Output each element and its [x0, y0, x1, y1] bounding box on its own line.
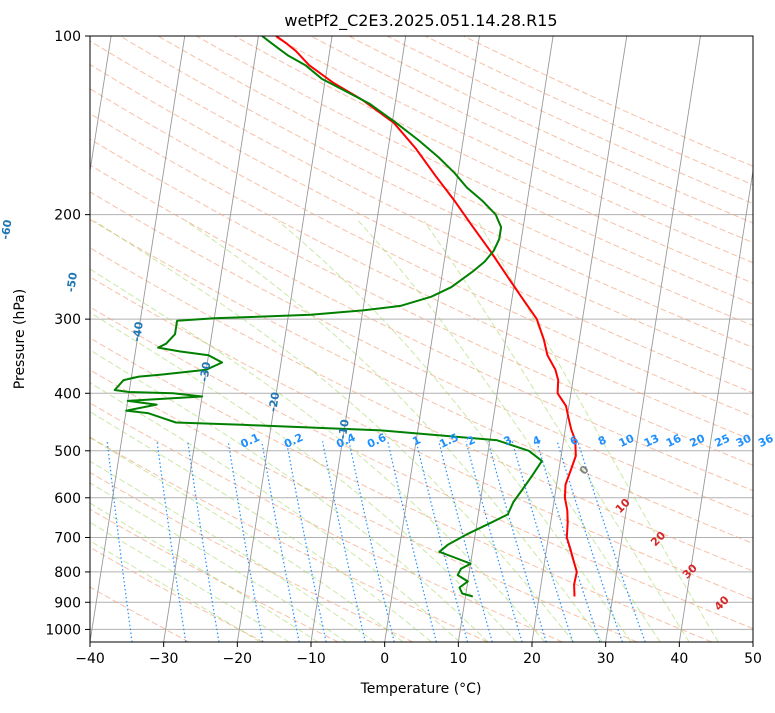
mixing-ratio-label: 36: [756, 432, 775, 450]
y-tick-label: 500: [54, 444, 81, 460]
isotherm-label: -60: [0, 218, 15, 240]
y-tick-label: 400: [54, 386, 81, 402]
plot-background: [90, 36, 753, 642]
skewed-isotherm-line: [753, 36, 775, 642]
x-tick-label: 40: [670, 651, 688, 667]
x-tick-label: 0: [380, 651, 389, 667]
y-tick-label: 700: [54, 531, 81, 547]
y-tick-label: 900: [54, 595, 81, 611]
x-tick-label: −20: [223, 651, 253, 667]
y-axis-title: Pressure (hPa): [12, 289, 28, 389]
y-tick-label: 300: [54, 312, 81, 328]
x-axis-title: Temperature (°C): [360, 681, 482, 697]
y-tick-label: 1000: [45, 622, 81, 638]
x-tick-label: 20: [523, 651, 541, 667]
y-tick-label: 200: [54, 208, 81, 224]
plot-area: [90, 36, 753, 642]
x-tick-label: 30: [597, 651, 615, 667]
x-tick-label: −30: [149, 651, 179, 667]
chart-title: wetPf2_C2E3.2025.051.14.28.R15: [284, 11, 557, 31]
x-tick-label: 50: [744, 651, 762, 667]
y-tick-label: 800: [54, 565, 81, 581]
y-tick-label: 100: [54, 29, 81, 45]
y-tick-label: 600: [54, 491, 81, 507]
x-tick-label: 10: [449, 651, 467, 667]
isotherm-label: -50: [64, 271, 80, 293]
x-tick-label: −40: [75, 651, 105, 667]
x-tick-label: −10: [296, 651, 326, 667]
